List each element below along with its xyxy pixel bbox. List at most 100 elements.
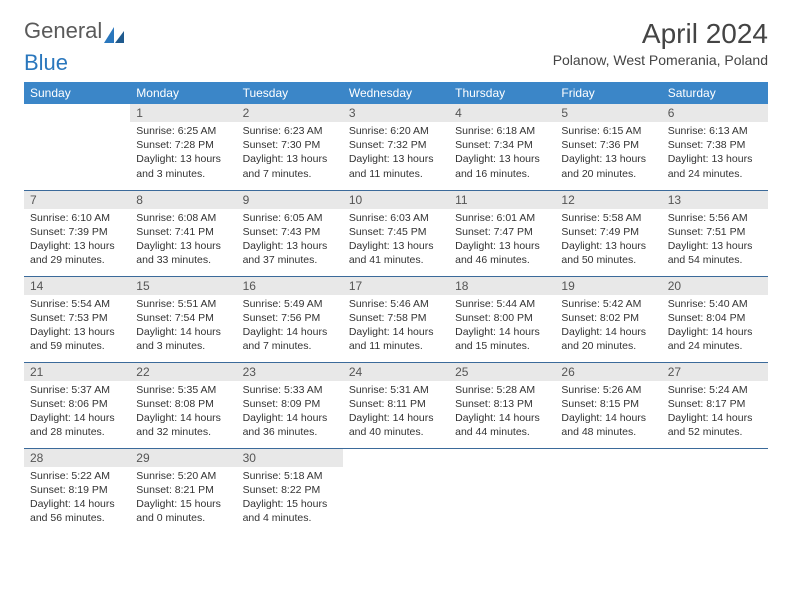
day-content: Sunrise: 5:26 AMSunset: 8:15 PMDaylight:…: [555, 381, 661, 444]
day-content: Sunrise: 6:18 AMSunset: 7:34 PMDaylight:…: [449, 122, 555, 185]
sunset-text: Sunset: 7:47 PM: [455, 225, 549, 239]
day-number: 9: [237, 191, 343, 209]
day-content: Sunrise: 6:01 AMSunset: 7:47 PMDaylight:…: [449, 209, 555, 272]
sunrise-text: Sunrise: 5:58 AM: [561, 211, 655, 225]
calendar-day-cell: 27Sunrise: 5:24 AMSunset: 8:17 PMDayligh…: [662, 362, 768, 448]
day-number: 25: [449, 363, 555, 381]
daylight-text: and 3 minutes.: [136, 339, 230, 353]
day-number: 20: [662, 277, 768, 295]
day-content: Sunrise: 5:40 AMSunset: 8:04 PMDaylight:…: [662, 295, 768, 358]
sunset-text: Sunset: 7:56 PM: [243, 311, 337, 325]
daylight-text: Daylight: 14 hours: [30, 411, 124, 425]
calendar-day-cell: 24Sunrise: 5:31 AMSunset: 8:11 PMDayligh…: [343, 362, 449, 448]
daylight-text: Daylight: 13 hours: [136, 152, 230, 166]
day-content: Sunrise: 5:33 AMSunset: 8:09 PMDaylight:…: [237, 381, 343, 444]
sunset-text: Sunset: 7:58 PM: [349, 311, 443, 325]
calendar-day-cell: 26Sunrise: 5:26 AMSunset: 8:15 PMDayligh…: [555, 362, 661, 448]
daylight-text: Daylight: 13 hours: [668, 239, 762, 253]
daylight-text: and 24 minutes.: [668, 167, 762, 181]
calendar-day-cell: [24, 104, 130, 190]
day-number: 28: [24, 449, 130, 467]
daylight-text: Daylight: 13 hours: [668, 152, 762, 166]
calendar-day-cell: 11Sunrise: 6:01 AMSunset: 7:47 PMDayligh…: [449, 190, 555, 276]
sunset-text: Sunset: 8:11 PM: [349, 397, 443, 411]
calendar-day-cell: 5Sunrise: 6:15 AMSunset: 7:36 PMDaylight…: [555, 104, 661, 190]
calendar-day-cell: 23Sunrise: 5:33 AMSunset: 8:09 PMDayligh…: [237, 362, 343, 448]
calendar-day-cell: 16Sunrise: 5:49 AMSunset: 7:56 PMDayligh…: [237, 276, 343, 362]
day-content: Sunrise: 6:05 AMSunset: 7:43 PMDaylight:…: [237, 209, 343, 272]
daylight-text: and 41 minutes.: [349, 253, 443, 267]
daylight-text: Daylight: 14 hours: [349, 325, 443, 339]
brand-logo: General: [24, 18, 126, 44]
title-block: April 2024 Polanow, West Pomerania, Pola…: [553, 18, 768, 68]
day-number: 15: [130, 277, 236, 295]
sunset-text: Sunset: 8:13 PM: [455, 397, 549, 411]
calendar-day-cell: [343, 448, 449, 534]
daylight-text: Daylight: 14 hours: [349, 411, 443, 425]
sunrise-text: Sunrise: 5:33 AM: [243, 383, 337, 397]
day-number: 18: [449, 277, 555, 295]
sunset-text: Sunset: 8:22 PM: [243, 483, 337, 497]
day-number: 10: [343, 191, 449, 209]
calendar-week-row: 21Sunrise: 5:37 AMSunset: 8:06 PMDayligh…: [24, 362, 768, 448]
day-content: Sunrise: 5:28 AMSunset: 8:13 PMDaylight:…: [449, 381, 555, 444]
daylight-text: Daylight: 14 hours: [561, 411, 655, 425]
sunrise-text: Sunrise: 5:37 AM: [30, 383, 124, 397]
sunrise-text: Sunrise: 6:15 AM: [561, 124, 655, 138]
day-number: 27: [662, 363, 768, 381]
day-content: Sunrise: 5:54 AMSunset: 7:53 PMDaylight:…: [24, 295, 130, 358]
daylight-text: and 40 minutes.: [349, 425, 443, 439]
sunrise-text: Sunrise: 5:49 AM: [243, 297, 337, 311]
daylight-text: and 24 minutes.: [668, 339, 762, 353]
month-title: April 2024: [553, 18, 768, 50]
calendar-day-cell: 4Sunrise: 6:18 AMSunset: 7:34 PMDaylight…: [449, 104, 555, 190]
day-content: Sunrise: 5:20 AMSunset: 8:21 PMDaylight:…: [130, 467, 236, 530]
day-number: 23: [237, 363, 343, 381]
calendar-day-cell: 9Sunrise: 6:05 AMSunset: 7:43 PMDaylight…: [237, 190, 343, 276]
calendar-day-cell: 28Sunrise: 5:22 AMSunset: 8:19 PMDayligh…: [24, 448, 130, 534]
weekday-header: Saturday: [662, 82, 768, 104]
calendar-day-cell: 12Sunrise: 5:58 AMSunset: 7:49 PMDayligh…: [555, 190, 661, 276]
daylight-text: Daylight: 14 hours: [455, 411, 549, 425]
sunrise-text: Sunrise: 5:22 AM: [30, 469, 124, 483]
calendar-day-cell: 17Sunrise: 5:46 AMSunset: 7:58 PMDayligh…: [343, 276, 449, 362]
calendar-day-cell: 6Sunrise: 6:13 AMSunset: 7:38 PMDaylight…: [662, 104, 768, 190]
sunrise-text: Sunrise: 6:25 AM: [136, 124, 230, 138]
calendar-day-cell: 22Sunrise: 5:35 AMSunset: 8:08 PMDayligh…: [130, 362, 236, 448]
daylight-text: Daylight: 13 hours: [455, 239, 549, 253]
daylight-text: Daylight: 14 hours: [668, 411, 762, 425]
sail-icon: [104, 23, 126, 39]
day-content: Sunrise: 6:10 AMSunset: 7:39 PMDaylight:…: [24, 209, 130, 272]
daylight-text: and 15 minutes.: [455, 339, 549, 353]
daylight-text: Daylight: 14 hours: [561, 325, 655, 339]
daylight-text: Daylight: 14 hours: [243, 411, 337, 425]
daylight-text: and 59 minutes.: [30, 339, 124, 353]
calendar-day-cell: 18Sunrise: 5:44 AMSunset: 8:00 PMDayligh…: [449, 276, 555, 362]
day-content: Sunrise: 5:24 AMSunset: 8:17 PMDaylight:…: [662, 381, 768, 444]
day-number: 24: [343, 363, 449, 381]
daylight-text: Daylight: 13 hours: [349, 152, 443, 166]
sunset-text: Sunset: 8:00 PM: [455, 311, 549, 325]
sunrise-text: Sunrise: 5:46 AM: [349, 297, 443, 311]
daylight-text: and 44 minutes.: [455, 425, 549, 439]
day-number: 30: [237, 449, 343, 467]
calendar-day-cell: 7Sunrise: 6:10 AMSunset: 7:39 PMDaylight…: [24, 190, 130, 276]
day-content: Sunrise: 6:20 AMSunset: 7:32 PMDaylight:…: [343, 122, 449, 185]
day-number: 11: [449, 191, 555, 209]
day-content: Sunrise: 5:42 AMSunset: 8:02 PMDaylight:…: [555, 295, 661, 358]
daylight-text: and 46 minutes.: [455, 253, 549, 267]
sunset-text: Sunset: 8:21 PM: [136, 483, 230, 497]
day-number: 21: [24, 363, 130, 381]
day-number: 13: [662, 191, 768, 209]
daylight-text: Daylight: 14 hours: [136, 411, 230, 425]
daylight-text: Daylight: 15 hours: [136, 497, 230, 511]
day-content: Sunrise: 6:15 AMSunset: 7:36 PMDaylight:…: [555, 122, 661, 185]
day-content: Sunrise: 6:23 AMSunset: 7:30 PMDaylight:…: [237, 122, 343, 185]
daylight-text: Daylight: 14 hours: [668, 325, 762, 339]
daylight-text: and 33 minutes.: [136, 253, 230, 267]
calendar-day-cell: 29Sunrise: 5:20 AMSunset: 8:21 PMDayligh…: [130, 448, 236, 534]
sunrise-text: Sunrise: 5:56 AM: [668, 211, 762, 225]
sunset-text: Sunset: 7:54 PM: [136, 311, 230, 325]
day-number: 22: [130, 363, 236, 381]
sunset-text: Sunset: 7:32 PM: [349, 138, 443, 152]
